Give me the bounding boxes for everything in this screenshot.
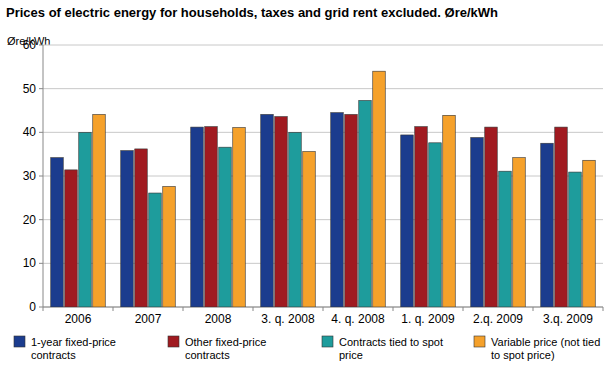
bar — [471, 138, 484, 307]
title: Prices of electric energy for households… — [6, 5, 498, 20]
legend-swatch — [474, 336, 485, 347]
y-tick-label: 60 — [23, 38, 37, 52]
grid-line — [43, 132, 603, 133]
bar — [233, 128, 246, 307]
x-tick-label: 2008 — [205, 312, 232, 326]
tick-mark — [39, 132, 43, 133]
tick-mark — [39, 219, 43, 220]
bar — [205, 127, 218, 307]
bar — [443, 115, 456, 307]
x-tick-label: 3. q. 2008 — [261, 312, 315, 326]
legend-swatch — [168, 336, 179, 347]
bar — [135, 149, 148, 307]
y-tick-label: 0 — [29, 300, 36, 314]
bar — [261, 114, 274, 307]
x-tick-mark — [113, 307, 114, 311]
legend-label: Other fixed-pricecontracts — [185, 336, 266, 361]
bar — [275, 117, 288, 307]
bar — [569, 172, 582, 307]
bar — [51, 158, 64, 307]
legend-label: 1-year fixed-pricecontracts — [31, 336, 116, 361]
bar — [303, 152, 316, 307]
bar — [485, 127, 498, 307]
bar — [289, 132, 302, 307]
bar — [219, 147, 232, 307]
background — [0, 0, 611, 379]
x-tick-mark — [603, 307, 604, 311]
y-tick-label: 10 — [23, 256, 37, 270]
bar — [359, 100, 372, 307]
bar — [163, 186, 176, 307]
x-tick-label: 3.q. 2009 — [543, 312, 593, 326]
x-tick-label: 2006 — [65, 312, 92, 326]
tick-mark — [39, 307, 43, 308]
bar — [373, 71, 386, 307]
bar — [191, 127, 204, 307]
legend-swatch — [14, 336, 25, 347]
bar — [555, 127, 568, 307]
x-tick-mark — [253, 307, 254, 311]
tick-mark — [39, 45, 43, 46]
grid-line — [43, 88, 603, 89]
y-axis — [43, 45, 44, 307]
x-tick-label: 1. q. 2009 — [401, 312, 455, 326]
y-tick-label: 50 — [23, 82, 37, 96]
tick-mark — [39, 176, 43, 177]
bar — [65, 170, 78, 307]
bar — [149, 193, 162, 307]
tick-mark — [39, 263, 43, 264]
legend-label: Variable price (not tiedto spot price) — [491, 336, 600, 361]
tick-mark — [39, 88, 43, 89]
bar — [93, 114, 106, 307]
x-tick-mark — [323, 307, 324, 311]
bar — [331, 113, 344, 307]
bar — [121, 151, 134, 307]
bar — [429, 143, 442, 307]
bar — [345, 114, 358, 307]
bars — [51, 71, 596, 307]
bar — [415, 127, 428, 307]
y-tick-label: 20 — [23, 213, 37, 227]
legend-label: Contracts tied to spotprice — [339, 336, 443, 361]
bar — [79, 132, 92, 307]
bar — [541, 143, 554, 307]
x-tick-mark — [183, 307, 184, 311]
x-tick-label: 2.q. 2009 — [473, 312, 523, 326]
x-tick-mark — [463, 307, 464, 311]
bar — [499, 171, 512, 307]
x-tick-label: 4. q. 2008 — [331, 312, 385, 326]
bar — [401, 135, 414, 307]
grid-line — [43, 45, 603, 46]
bar — [513, 158, 526, 307]
x-tick-mark — [43, 307, 44, 311]
x-tick-label: 2007 — [135, 312, 162, 326]
legend-swatch — [322, 336, 333, 347]
x-tick-mark — [533, 307, 534, 311]
x-tick-mark — [393, 307, 394, 311]
y-tick-label: 40 — [23, 125, 37, 139]
y-tick-label: 30 — [23, 169, 37, 183]
bar — [583, 160, 596, 307]
